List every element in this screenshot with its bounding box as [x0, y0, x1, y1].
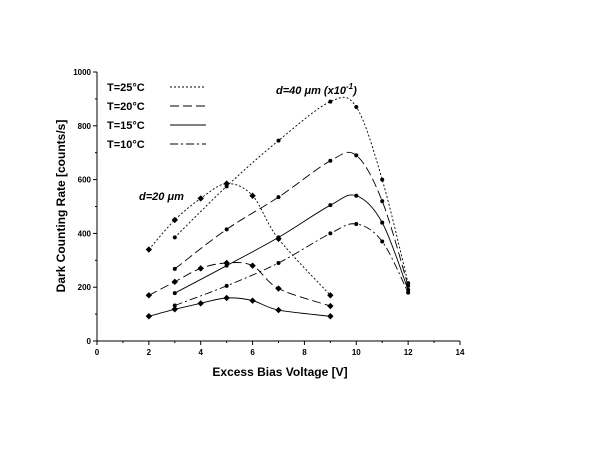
- data-point-marker: [327, 313, 334, 320]
- data-point-marker: [276, 138, 281, 143]
- series-line: [174, 96, 409, 284]
- legend-label: T=10°C: [107, 139, 145, 151]
- data-point-marker: [197, 300, 204, 307]
- y-tick-label: 800: [78, 122, 92, 131]
- data-point-marker: [328, 203, 333, 208]
- data-point-marker: [380, 177, 385, 182]
- data-point-marker: [276, 260, 281, 265]
- annotation-d20: d=20 μm: [139, 191, 184, 203]
- data-point-marker: [354, 221, 359, 226]
- data-point-marker: [327, 292, 334, 299]
- y-tick-label: 1000: [73, 68, 91, 77]
- data-point-marker: [249, 192, 256, 199]
- x-tick-label: 8: [302, 348, 307, 357]
- data-point-marker: [328, 231, 333, 236]
- data-point-marker: [406, 290, 411, 295]
- data-point-marker: [223, 259, 230, 267]
- data-point-marker: [145, 246, 153, 253]
- y-tick-label: 0: [87, 337, 92, 346]
- series-markers: [145, 99, 411, 320]
- data-point-marker: [197, 265, 204, 272]
- data-point-marker: [171, 216, 178, 224]
- data-point-marker: [276, 235, 281, 240]
- data-point-marker: [328, 99, 333, 104]
- x-tick-label: 0: [95, 348, 100, 357]
- data-point-marker: [145, 292, 153, 299]
- y-tick-label: 600: [78, 176, 92, 185]
- data-point-marker: [171, 278, 178, 286]
- data-point-marker: [172, 266, 177, 271]
- x-tick-label: 4: [198, 348, 203, 357]
- legend-label: T=20°C: [107, 101, 145, 113]
- x-tick-label: 6: [250, 348, 255, 357]
- annotation-d40: d=40 μm (x10-1): [276, 82, 357, 97]
- data-point-marker: [224, 263, 229, 268]
- data-point-marker: [172, 291, 177, 296]
- x-tick-label: 12: [404, 348, 413, 357]
- series-line: [174, 223, 409, 306]
- data-point-marker: [249, 297, 256, 304]
- y-axis-title: Dark Counting Rate [counts/s]: [54, 120, 68, 293]
- legend-label: T=25°C: [107, 82, 145, 94]
- data-point-marker: [172, 235, 177, 240]
- series-line: [148, 297, 331, 317]
- data-point-marker: [380, 239, 385, 244]
- data-point-marker: [327, 302, 334, 310]
- data-point-marker: [354, 104, 359, 109]
- y-tick-label: 200: [78, 283, 92, 292]
- data-point-marker: [275, 285, 282, 292]
- data-point-marker: [354, 193, 359, 198]
- data-point-marker: [223, 294, 230, 302]
- data-point-marker: [276, 195, 281, 200]
- data-point-marker: [328, 158, 333, 163]
- legend-label: T=15°C: [107, 120, 145, 132]
- data-point-marker: [223, 180, 230, 187]
- data-point-marker: [171, 306, 178, 313]
- data-point-marker: [197, 195, 204, 202]
- data-point-marker: [380, 220, 385, 225]
- legend: T=25°C T=20°C T=15°C T=10°C: [107, 82, 206, 151]
- data-point-marker: [380, 199, 385, 204]
- series-curves: [148, 96, 409, 317]
- data-point-marker: [224, 184, 229, 189]
- data-point-marker: [354, 153, 359, 158]
- x-axis-title: Excess Bias Voltage [V]: [212, 365, 347, 379]
- x-tick-label: 10: [352, 348, 361, 357]
- data-point-marker: [172, 303, 177, 308]
- data-point-marker: [224, 227, 229, 232]
- data-point-marker: [275, 306, 282, 314]
- data-point-marker: [224, 283, 229, 288]
- data-point-marker: [145, 313, 153, 320]
- x-tick-label: 2: [147, 348, 152, 357]
- y-tick-label: 400: [78, 229, 92, 238]
- series-line: [174, 194, 409, 294]
- data-point-marker: [406, 283, 411, 288]
- data-point-marker: [249, 262, 256, 269]
- x-tick-label: 14: [456, 348, 465, 357]
- axes: 0 2 4 6 8 10 12 14 0 200 400 600 800 1000: [73, 68, 465, 357]
